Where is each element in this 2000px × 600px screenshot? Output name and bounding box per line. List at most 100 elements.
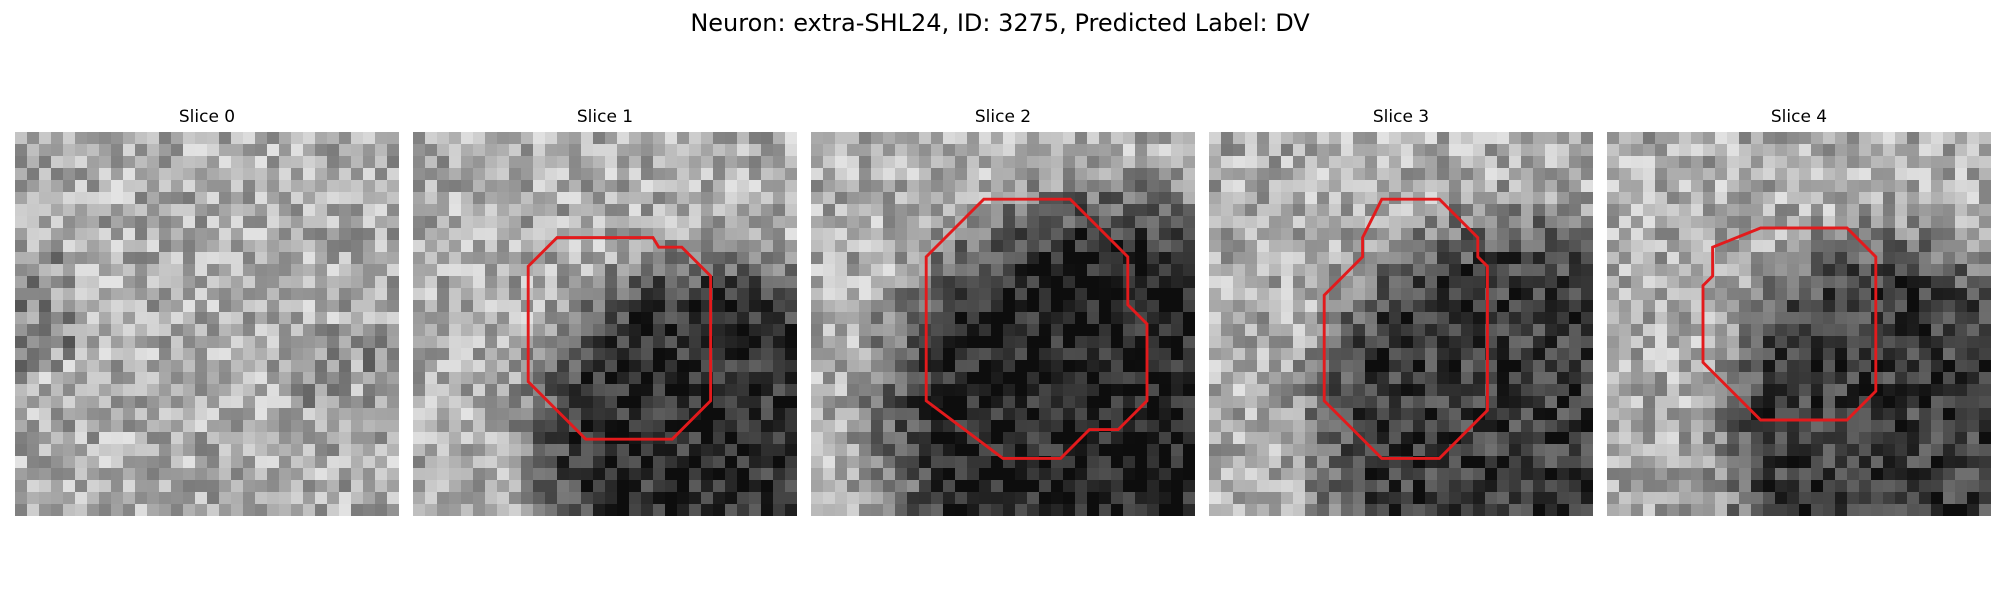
image-pixel xyxy=(1775,192,1788,205)
image-pixel xyxy=(39,372,52,385)
image-pixel xyxy=(641,348,654,361)
image-pixel xyxy=(1087,204,1100,217)
image-pixel xyxy=(1075,132,1088,145)
image-pixel xyxy=(1233,444,1246,457)
image-pixel xyxy=(1979,384,1991,397)
image-pixel xyxy=(87,144,100,157)
image-pixel xyxy=(883,276,896,289)
image-pixel xyxy=(1679,264,1692,277)
image-pixel xyxy=(1389,228,1402,241)
image-pixel xyxy=(195,444,208,457)
image-pixel xyxy=(1895,348,1908,361)
image-pixel xyxy=(521,144,534,157)
image-pixel xyxy=(1643,396,1656,409)
image-pixel xyxy=(1075,348,1088,361)
image-pixel xyxy=(1787,216,1800,229)
image-pixel xyxy=(979,504,992,516)
image-pixel xyxy=(75,156,88,169)
image-pixel xyxy=(737,468,750,481)
image-pixel xyxy=(617,276,630,289)
image-pixel xyxy=(413,324,426,337)
image-pixel xyxy=(1293,492,1306,505)
image-pixel xyxy=(1123,132,1136,145)
image-pixel xyxy=(39,504,52,516)
roi-contour xyxy=(1322,197,1489,460)
image-pixel xyxy=(1365,504,1378,516)
image-pixel xyxy=(1715,384,1728,397)
image-pixel xyxy=(617,168,630,181)
image-pixel xyxy=(1691,408,1704,421)
image-pixel xyxy=(617,420,630,433)
image-pixel xyxy=(39,468,52,481)
image-pixel xyxy=(75,492,88,505)
image-pixel xyxy=(1111,372,1124,385)
image-pixel xyxy=(461,288,474,301)
image-pixel xyxy=(1521,252,1534,265)
image-pixel xyxy=(183,228,196,241)
image-pixel xyxy=(1003,168,1016,181)
image-pixel xyxy=(135,372,148,385)
image-pixel xyxy=(111,216,124,229)
image-pixel xyxy=(641,336,654,349)
image-pixel xyxy=(1087,504,1100,516)
image-pixel xyxy=(1775,444,1788,457)
image-pixel xyxy=(1147,228,1160,241)
image-pixel xyxy=(123,216,136,229)
image-pixel xyxy=(27,144,40,157)
image-pixel xyxy=(1425,180,1438,193)
image-pixel xyxy=(351,372,364,385)
image-pixel xyxy=(279,228,292,241)
image-pixel xyxy=(811,444,824,457)
image-pixel xyxy=(1533,276,1546,289)
image-pixel xyxy=(497,432,510,445)
image-pixel xyxy=(1353,492,1366,505)
image-pixel xyxy=(195,420,208,433)
image-pixel xyxy=(521,420,534,433)
image-pixel xyxy=(1353,468,1366,481)
image-pixel xyxy=(291,444,304,457)
image-pixel xyxy=(1557,264,1570,277)
image-pixel xyxy=(375,264,388,277)
image-pixel xyxy=(653,204,666,217)
image-pixel xyxy=(267,132,280,145)
image-pixel xyxy=(1293,420,1306,433)
image-pixel xyxy=(387,384,399,397)
image-pixel xyxy=(1607,264,1620,277)
image-pixel xyxy=(1823,240,1836,253)
image-pixel xyxy=(859,468,872,481)
image-pixel xyxy=(485,468,498,481)
image-pixel xyxy=(725,372,738,385)
image-pixel xyxy=(1365,252,1378,265)
image-pixel xyxy=(677,144,690,157)
image-pixel xyxy=(1643,288,1656,301)
image-pixel xyxy=(1015,204,1028,217)
image-pixel xyxy=(219,396,232,409)
image-pixel xyxy=(15,384,28,397)
image-pixel xyxy=(1461,252,1474,265)
image-pixel xyxy=(207,360,220,373)
image-pixel xyxy=(1003,228,1016,241)
image-pixel xyxy=(1667,372,1680,385)
image-pixel xyxy=(1015,348,1028,361)
image-pixel xyxy=(847,168,860,181)
image-pixel xyxy=(1269,492,1282,505)
image-pixel xyxy=(1787,228,1800,241)
image-pixel xyxy=(737,432,750,445)
image-pixel xyxy=(835,456,848,469)
image-pixel xyxy=(1377,240,1390,253)
image-pixel xyxy=(279,444,292,457)
image-pixel xyxy=(437,360,450,373)
image-pixel xyxy=(1835,324,1848,337)
image-pixel xyxy=(725,312,738,325)
image-pixel xyxy=(1859,156,1872,169)
image-pixel xyxy=(931,192,944,205)
image-pixel xyxy=(1221,192,1234,205)
image-pixel xyxy=(545,396,558,409)
image-pixel xyxy=(1497,384,1510,397)
image-pixel xyxy=(967,324,980,337)
image-pixel xyxy=(871,132,884,145)
image-pixel xyxy=(51,468,64,481)
image-pixel xyxy=(1221,480,1234,493)
image-pixel xyxy=(665,228,678,241)
image-pixel xyxy=(327,420,340,433)
